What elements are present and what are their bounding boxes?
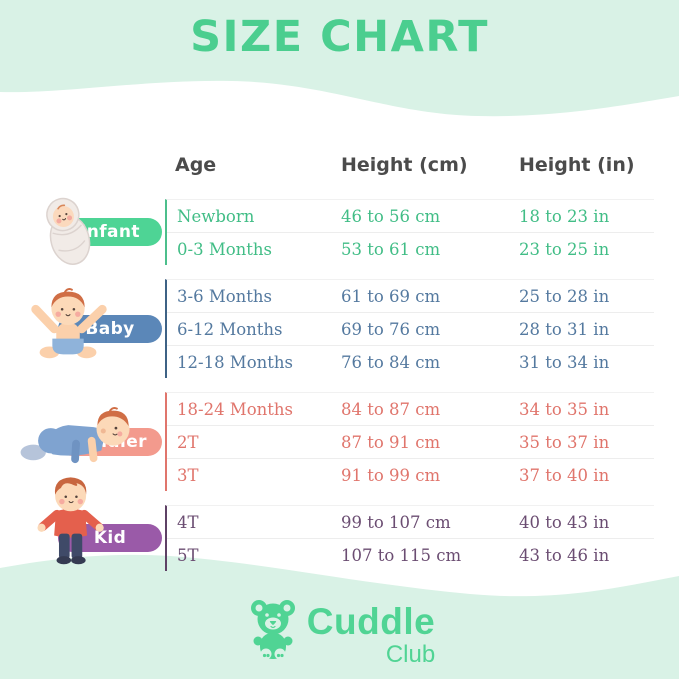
crawling-toddler-illustration bbox=[20, 407, 130, 464]
group-pill-label: Kid bbox=[93, 528, 127, 548]
height-in-cell: 34 to 35 in bbox=[519, 399, 610, 419]
table-row: Newborn 46 to 56 cm 18 to 23 in bbox=[167, 200, 654, 232]
table-row: 3T 91 to 99 cm 37 to 40 in bbox=[167, 458, 654, 491]
group-figure: Kid bbox=[25, 477, 165, 571]
size-group-toddler: Toddler 18-24 Months 84 to 87 cm 34 to 3… bbox=[20, 392, 654, 491]
height-cm-cell: 91 to 99 cm bbox=[341, 465, 441, 485]
group-figure: Infant bbox=[25, 197, 165, 265]
table-row: 18-24 Months 84 to 87 cm 34 to 35 in bbox=[167, 393, 654, 425]
table-groups: Infant Newborn 46 to 56 cm 18 to 23 in bbox=[20, 197, 654, 571]
group-rows: 4T 99 to 107 cm 40 to 43 in 5T 107 to 11… bbox=[165, 505, 654, 571]
age-cell: 0-3 Months bbox=[177, 239, 272, 259]
table-row: 2T 87 to 91 cm 35 to 37 in bbox=[167, 425, 654, 458]
height-in-cell: 43 to 46 in bbox=[519, 545, 610, 565]
height-cm-cell: 53 to 61 cm bbox=[341, 239, 441, 259]
height-cm-cell: 69 to 76 cm bbox=[341, 319, 441, 339]
height-in-cell: 18 to 23 in bbox=[519, 206, 610, 226]
height-cm-cell: 84 to 87 cm bbox=[341, 399, 441, 419]
group-pill-label: Infant bbox=[80, 222, 140, 242]
age-cell: 3-6 Months bbox=[177, 286, 272, 306]
age-cell: 5T bbox=[177, 545, 199, 565]
header-height-in: Height (in) bbox=[519, 154, 635, 176]
table-row: 6-12 Months 69 to 76 cm 28 to 31 in bbox=[167, 312, 654, 345]
group-figure: Toddler bbox=[20, 392, 165, 491]
brand-subname: Club bbox=[385, 641, 436, 668]
brand-name: Cuddle bbox=[306, 601, 436, 643]
standing-kid-illustration bbox=[37, 477, 104, 565]
page-title: SIZE CHART bbox=[190, 12, 489, 62]
swaddled-baby-illustration bbox=[46, 197, 91, 265]
group-figure: Baby bbox=[25, 279, 165, 378]
height-in-cell: 28 to 31 in bbox=[519, 319, 610, 339]
size-group-baby: Baby 3-6 Months 61 to 69 cm 25 to 28 in bbox=[25, 279, 654, 378]
sitting-baby-illustration bbox=[31, 288, 107, 359]
height-cm-cell: 99 to 107 cm bbox=[341, 512, 451, 532]
height-in-cell: 23 to 25 in bbox=[519, 239, 610, 259]
age-cell: 12-18 Months bbox=[177, 352, 293, 372]
age-cell: 18-24 Months bbox=[177, 399, 293, 419]
age-cell: 4T bbox=[177, 512, 199, 532]
brand-text: Cuddle Club bbox=[306, 601, 436, 668]
table-row: 4T 99 to 107 cm 40 to 43 in bbox=[167, 506, 654, 538]
height-in-cell: 37 to 40 in bbox=[519, 465, 610, 485]
teddy-bear-icon bbox=[250, 600, 295, 660]
brand-logo: Cuddle Club bbox=[0, 597, 679, 667]
group-rows: Newborn 46 to 56 cm 18 to 23 in 0-3 Mont… bbox=[165, 199, 654, 265]
table-row: 3-6 Months 61 to 69 cm 25 to 28 in bbox=[167, 280, 654, 312]
height-in-cell: 25 to 28 in bbox=[519, 286, 610, 306]
height-cm-cell: 76 to 84 cm bbox=[341, 352, 441, 372]
group-rows: 3-6 Months 61 to 69 cm 25 to 28 in 6-12 … bbox=[165, 279, 654, 378]
height-cm-cell: 87 to 91 cm bbox=[341, 432, 441, 452]
height-in-cell: 35 to 37 in bbox=[519, 432, 610, 452]
age-cell: 6-12 Months bbox=[177, 319, 283, 339]
age-cell: 2T bbox=[177, 432, 199, 452]
height-cm-cell: 46 to 56 cm bbox=[341, 206, 441, 226]
height-cm-cell: 61 to 69 cm bbox=[341, 286, 441, 306]
group-pill-label: Baby bbox=[85, 318, 135, 339]
age-cell: 3T bbox=[177, 465, 199, 485]
table-header-row: Age Height (cm) Height (in) bbox=[25, 145, 654, 185]
height-cm-cell: 107 to 115 cm bbox=[341, 545, 462, 565]
header-age: Age bbox=[175, 154, 217, 176]
group-rows: 18-24 Months 84 to 87 cm 34 to 35 in 2T … bbox=[165, 392, 654, 491]
height-in-cell: 40 to 43 in bbox=[519, 512, 610, 532]
table-row: 5T 107 to 115 cm 43 to 46 in bbox=[167, 538, 654, 571]
size-group-infant: Infant Newborn 46 to 56 cm 18 to 23 in bbox=[25, 197, 654, 265]
header-height-cm: Height (cm) bbox=[341, 154, 468, 176]
table-row: 0-3 Months 53 to 61 cm 23 to 25 in bbox=[167, 232, 654, 265]
age-cell: Newborn bbox=[177, 206, 255, 226]
height-in-cell: 31 to 34 in bbox=[519, 352, 610, 372]
size-table: Age Height (cm) Height (in) Infant bbox=[20, 145, 654, 571]
table-row: 12-18 Months 76 to 84 cm 31 to 34 in bbox=[167, 345, 654, 378]
size-group-kid: Kid 4T 99 to 107 cm 40 to 43 in 5T bbox=[25, 477, 654, 571]
